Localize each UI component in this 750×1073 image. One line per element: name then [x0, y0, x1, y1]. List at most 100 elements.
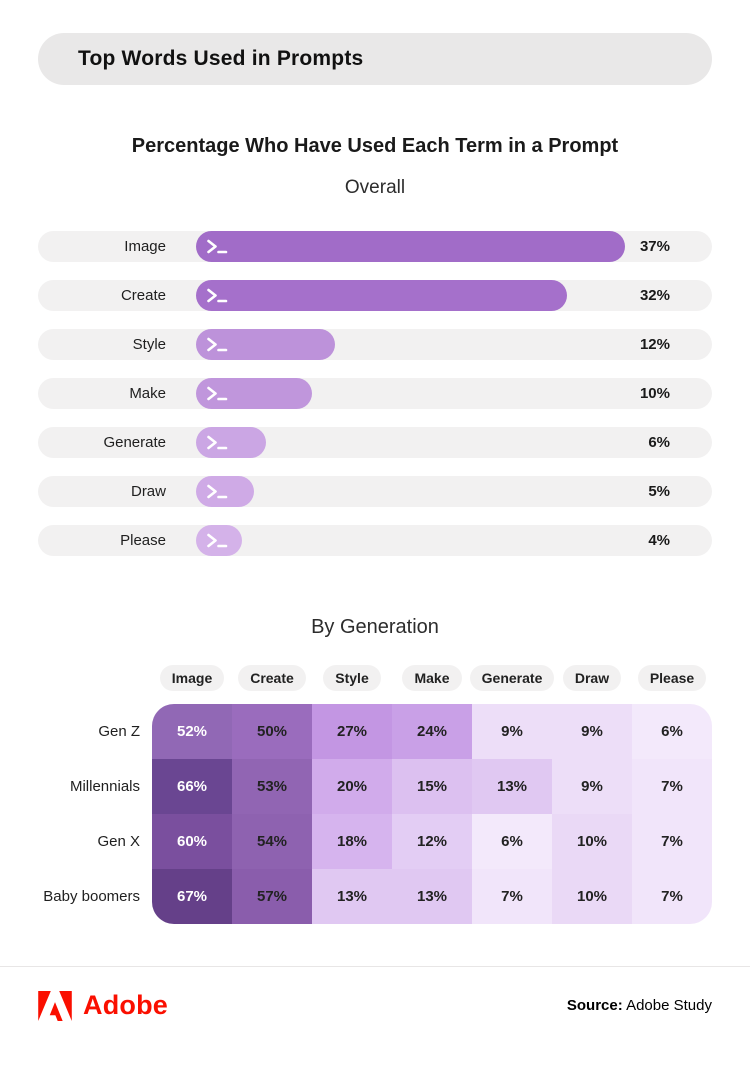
bar-value-label: 4%: [648, 532, 670, 549]
terminal-prompt-icon: [206, 337, 229, 352]
terminal-prompt-icon: [206, 533, 229, 548]
heatmap-column-header: Create: [238, 665, 306, 691]
bar-category-label: Make: [129, 385, 166, 402]
heatmap-column-header-cell: Image: [152, 665, 232, 691]
bar-row: Image 37%: [38, 231, 712, 262]
heatmap-cell: 57%: [232, 869, 312, 924]
heatmap-cell: 15%: [392, 759, 472, 814]
heatmap-column-header: Draw: [562, 665, 622, 691]
heatmap-cell: 9%: [472, 704, 552, 759]
source-credit: Source: Adobe Study: [567, 997, 712, 1014]
bar-chart-subtitle: Overall: [344, 177, 406, 198]
terminal-prompt-icon: [206, 239, 229, 254]
heatmap-cell: 9%: [552, 759, 632, 814]
terminal-prompt-icon: [206, 435, 229, 450]
bar-row: Generate 6%: [38, 427, 712, 458]
heatmap-row-label: Millennials: [69, 778, 140, 795]
bar-row: Make 10%: [38, 378, 712, 409]
heatmap-column-header-cell: Make: [392, 665, 472, 691]
heatmap-cell: 10%: [552, 814, 632, 869]
heatmap-row-label: Gen X: [97, 833, 140, 850]
terminal-prompt-icon: [206, 386, 229, 401]
bar-row: Create 32%: [38, 280, 712, 311]
adobe-logo-icon: [38, 990, 72, 1021]
heatmap-cell: 13%: [312, 869, 392, 924]
source-label: Source:: [566, 997, 623, 1014]
bar-fill: [196, 329, 335, 360]
heatmap-cell: 6%: [632, 704, 712, 759]
bar-chart-title: Percentage Who Have Used Each Term in a …: [131, 135, 619, 157]
terminal-prompt-icon: [206, 484, 229, 499]
footer: Adobe Source: Adobe Study: [0, 975, 750, 1036]
heatmap-cell: 7%: [632, 814, 712, 869]
bar-category-label: Style: [132, 336, 166, 353]
infographic-title: Top Words Used in Prompts: [78, 47, 364, 70]
heatmap-cell: 67%: [152, 869, 232, 924]
bar-value-label: 10%: [639, 385, 670, 402]
heatmap-cell: 10%: [552, 869, 632, 924]
heatmap-column-header-cell: Create: [232, 665, 312, 691]
heatmap-cell: 60%: [152, 814, 232, 869]
bar-value-label: 32%: [639, 287, 670, 304]
bar-fill: [196, 476, 254, 507]
heatmap-column-header: Make: [402, 665, 462, 691]
heatmap-column-header: Please: [637, 665, 707, 691]
heatmap-column-header-cell: Style: [312, 665, 392, 691]
bar-row: Draw 5%: [38, 476, 712, 507]
terminal-prompt-icon: [206, 288, 229, 303]
bar-value-label: 12%: [639, 336, 670, 353]
heatmap-column-header-cell: Please: [632, 665, 712, 691]
heatmap-cell: 9%: [552, 704, 632, 759]
bar-category-label: Generate: [103, 434, 166, 451]
heatmap-cell: 13%: [472, 759, 552, 814]
bar-category-label: Please: [120, 532, 166, 549]
footer-divider: [0, 966, 750, 967]
heatmap-cell: 7%: [632, 869, 712, 924]
bar-category-label: Create: [120, 287, 166, 304]
heatmap-cell: 18%: [312, 814, 392, 869]
heatmap-cell: 24%: [392, 704, 472, 759]
adobe-wordmark: Adobe: [83, 990, 168, 1020]
heatmap-row-labels: Gen Z Millennials Gen X Baby boomers: [38, 704, 152, 924]
bar-fill: [196, 280, 567, 311]
heatmap-cell: 50%: [232, 704, 312, 759]
heatmap-column-headers: Image Create Style Make Generate Draw Please: [38, 665, 750, 691]
heatmap-cell: 7%: [472, 869, 552, 924]
bar-row: Style 12%: [38, 329, 712, 360]
bar-row: Please 4%: [38, 525, 712, 556]
infographic-title-banner: Top Words Used in Prompts: [38, 33, 712, 85]
bar-fill: [196, 427, 266, 458]
overall-bar-chart: Image 37% Create 32% Style 12% Make 10% Generate…: [0, 231, 750, 556]
adobe-brand: Adobe: [38, 990, 168, 1021]
heatmap-column-header: Style: [323, 665, 381, 691]
heatmap-cell: 27%: [312, 704, 392, 759]
heatmap-cell: 53%: [232, 759, 312, 814]
heatmap-cell: 54%: [232, 814, 312, 869]
bar-category-label: Image: [124, 238, 166, 255]
source-text: Adobe Study: [622, 997, 712, 1014]
heatmap-cell: 13%: [392, 869, 472, 924]
heatmap-row-label: Baby boomers: [43, 888, 140, 905]
heatmap-column-header: Generate: [469, 665, 555, 691]
heatmap-title: By Generation: [311, 616, 439, 638]
bar-category-label: Draw: [130, 483, 166, 500]
heatmap-cell: 66%: [152, 759, 232, 814]
heatmap: Gen Z Millennials Gen X Baby boomers 52% 50%…: [38, 704, 750, 924]
heatmap-column-header-cell: Generate: [469, 665, 555, 691]
heatmap-header-spacer: [38, 665, 152, 691]
bar-fill: [196, 525, 242, 556]
heatmap-cell: 12%: [392, 814, 472, 869]
heatmap-cell: 52%: [152, 704, 232, 759]
bar-value-label: 37%: [639, 238, 670, 255]
heatmap-column-header-cell: Draw: [552, 665, 632, 691]
heatmap-cell: 6%: [472, 814, 552, 869]
bar-fill: [196, 378, 312, 409]
heatmap-row-label: Gen Z: [98, 723, 140, 740]
heatmap-column-header: Image: [159, 665, 225, 691]
bar-value-label: 5%: [648, 483, 670, 500]
bar-fill: [196, 231, 625, 262]
heatmap-cell: 20%: [312, 759, 392, 814]
heatmap-grid: 52% 50% 27% 24% 9% 9% 6% 66% 53% 20% 15% 13% 9% 7% 60%…: [152, 704, 712, 924]
heatmap-cell: 7%: [632, 759, 712, 814]
bar-value-label: 6%: [648, 434, 670, 451]
